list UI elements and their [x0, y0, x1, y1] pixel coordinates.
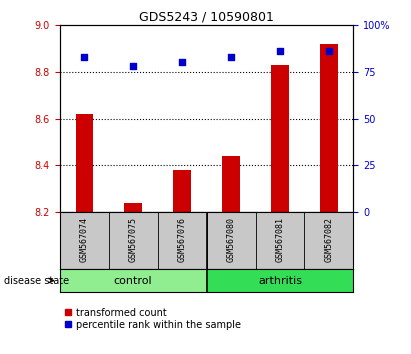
- Point: [130, 63, 136, 69]
- Text: control: control: [114, 275, 152, 286]
- Text: GSM567080: GSM567080: [226, 217, 236, 262]
- Text: disease state: disease state: [4, 275, 69, 286]
- Bar: [206, 269, 402, 292]
- Point: [277, 48, 283, 54]
- Bar: [125, 203, 142, 212]
- Bar: [173, 170, 191, 212]
- Title: GDS5243 / 10590801: GDS5243 / 10590801: [139, 11, 274, 24]
- Point: [179, 59, 185, 65]
- Text: GSM567081: GSM567081: [275, 217, 284, 262]
- Point: [228, 54, 234, 59]
- Bar: [321, 44, 337, 212]
- Text: GSM567074: GSM567074: [80, 217, 89, 262]
- Bar: [222, 156, 240, 212]
- Text: GSM567082: GSM567082: [324, 217, 333, 262]
- Text: arthritis: arthritis: [258, 275, 302, 286]
- Point: [326, 48, 332, 54]
- Legend: transformed count, percentile rank within the sample: transformed count, percentile rank withi…: [65, 308, 241, 330]
- Bar: [76, 114, 92, 212]
- Point: [81, 54, 88, 59]
- Bar: [271, 65, 289, 212]
- Text: GSM567075: GSM567075: [129, 217, 138, 262]
- Text: GSM567076: GSM567076: [178, 217, 187, 262]
